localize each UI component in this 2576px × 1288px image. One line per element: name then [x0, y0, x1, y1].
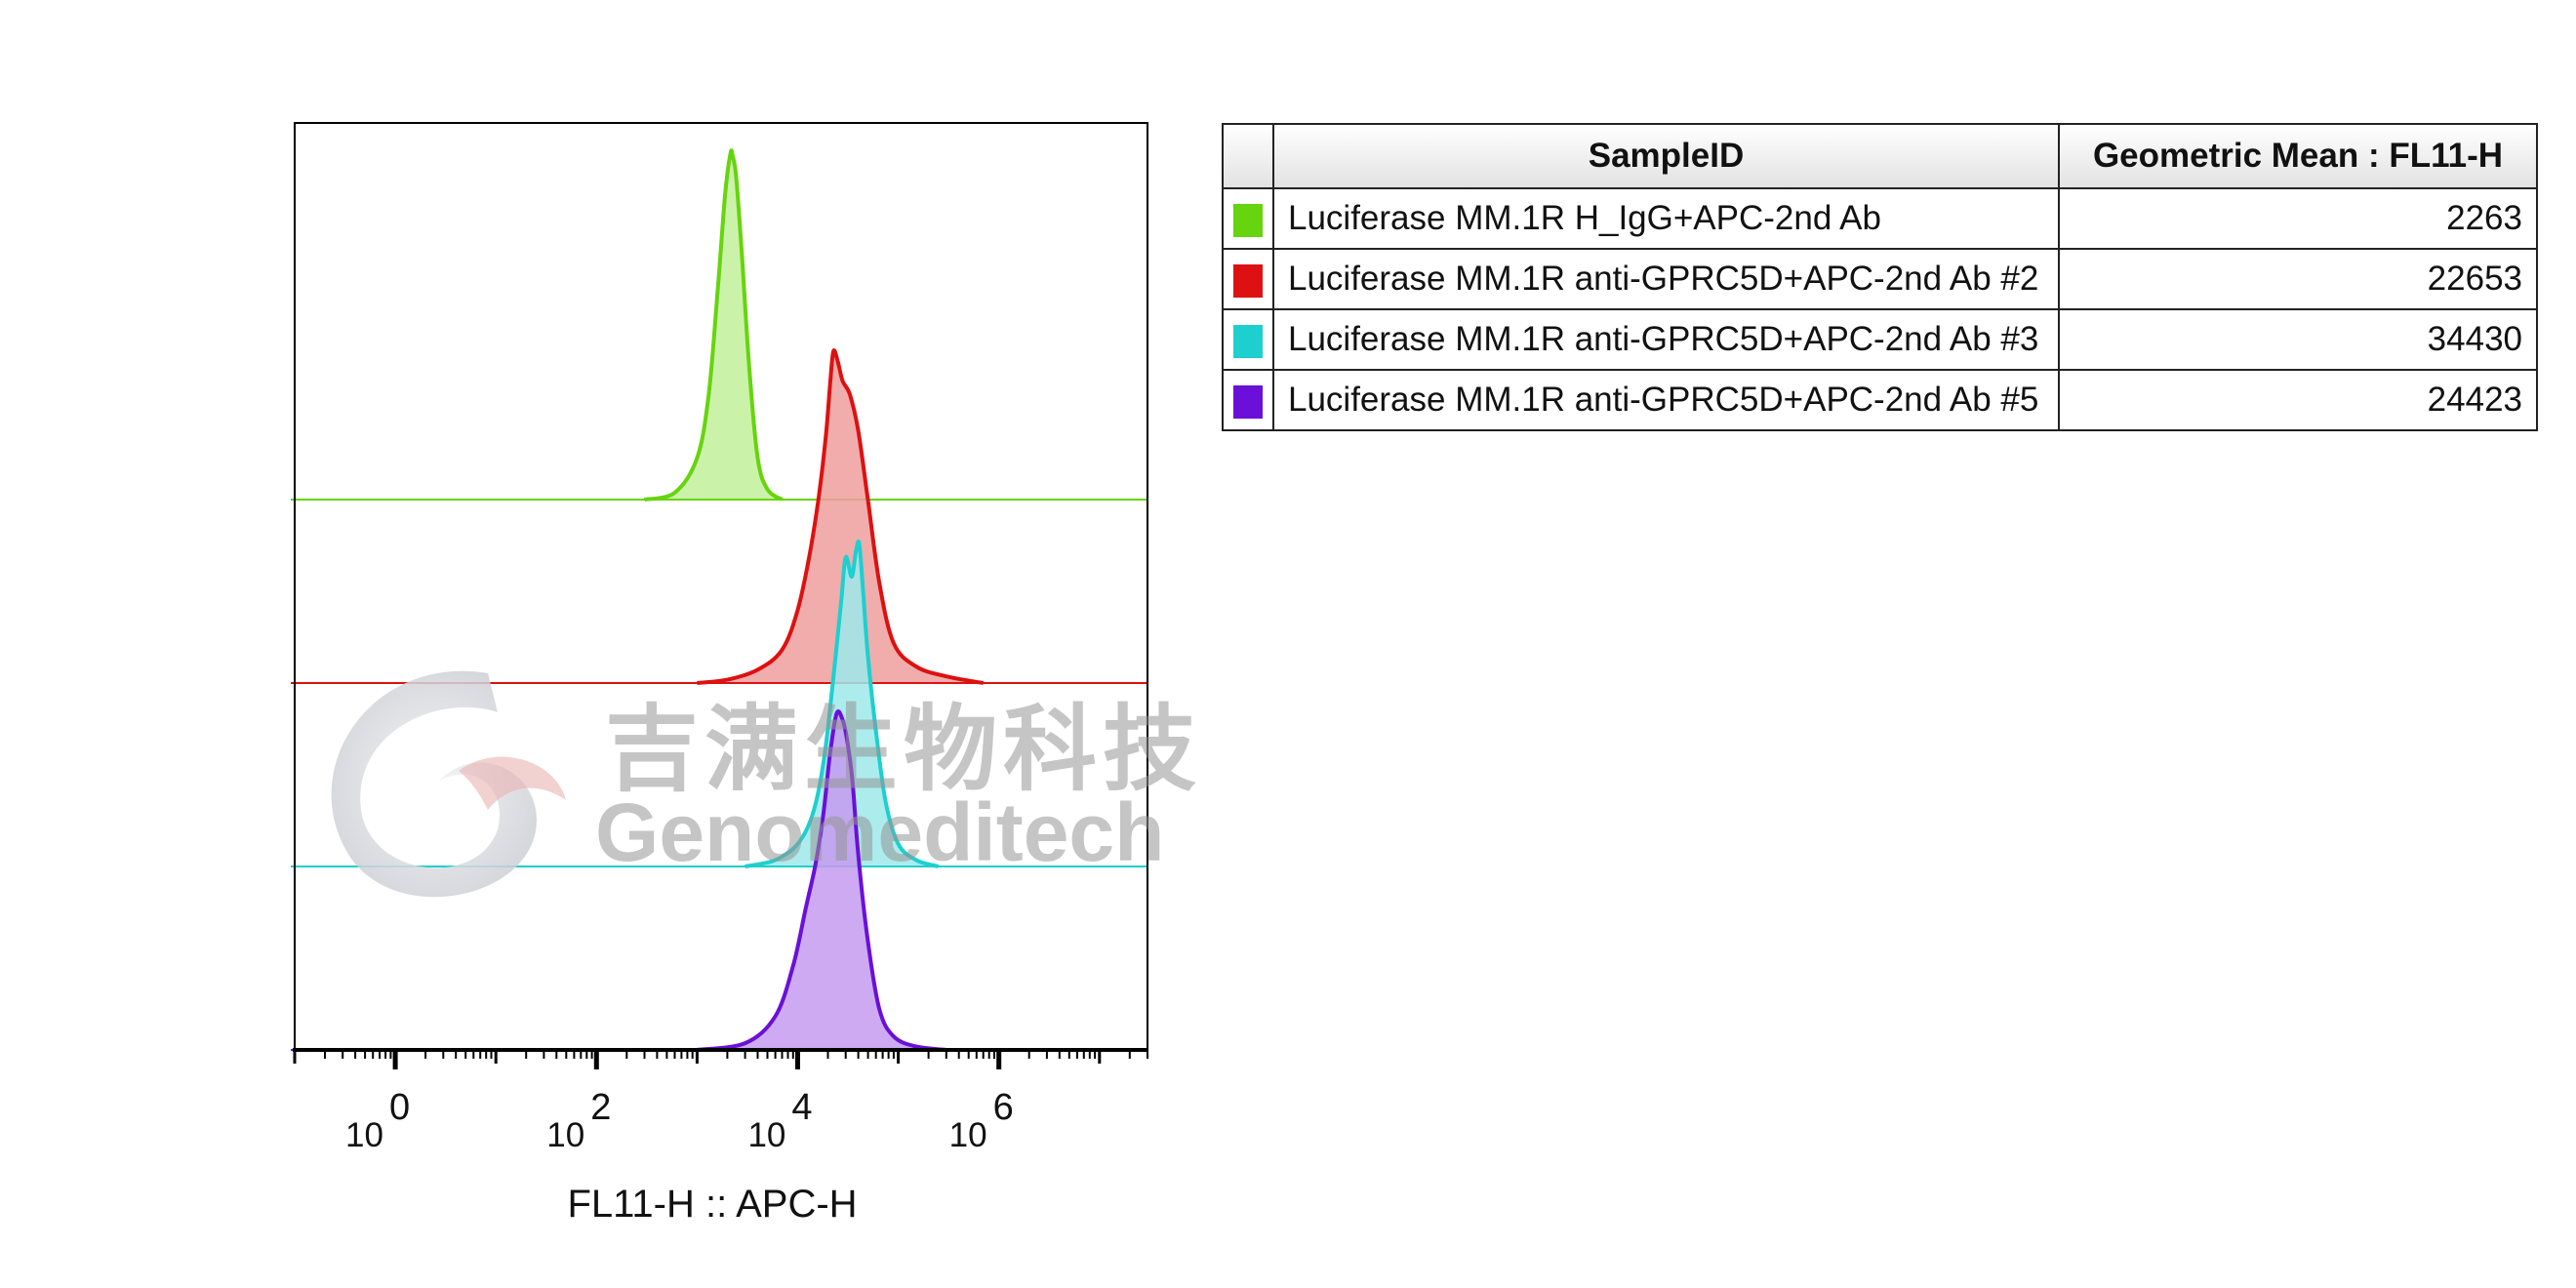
x-axis-tick-labels: 100 102 104 106 [345, 1087, 1014, 1154]
legend-swatch [1233, 263, 1263, 298]
legend-table: SampleID Geometric Mean : FL11-H Lucifer… [1222, 123, 2538, 431]
legend-sample-name: Luciferase MM.1R anti-GPRC5D+APC-2nd Ab … [1272, 308, 2060, 371]
legend-row: Luciferase MM.1R anti-GPRC5D+APC-2nd Ab … [1222, 369, 2538, 431]
legend-header-sampleid: SampleID [1272, 123, 2060, 189]
legend-swatch [1233, 324, 1263, 358]
x-axis-ticks [293, 1050, 1148, 1069]
x-tick-label: 100 [345, 1087, 410, 1154]
x-tick-label: 106 [949, 1087, 1014, 1154]
histogram-outline [697, 709, 947, 1052]
histogram-series [291, 709, 1147, 1052]
histogram-outline [697, 348, 985, 685]
histogram-fill [644, 150, 783, 500]
legend-header-geometric-mean: Geometric Mean : FL11-H [2058, 123, 2538, 189]
legend-swatch-cell [1222, 308, 1274, 371]
x-tick-label: 102 [546, 1087, 611, 1154]
legend-sample-name: Luciferase MM.1R anti-GPRC5D+APC-2nd Ab … [1272, 248, 2060, 310]
legend-swatch [1233, 203, 1263, 237]
x-axis-label: FL11-H :: APC-H [567, 1183, 858, 1226]
legend-swatch [1233, 384, 1263, 419]
legend-geometric-mean: 22653 [2058, 248, 2538, 310]
histogram-fill [697, 711, 946, 1050]
histogram-fill [697, 350, 984, 683]
series-layer [291, 148, 1147, 1052]
legend-geometric-mean: 34430 [2058, 308, 2538, 371]
legend-swatch-cell [1222, 369, 1274, 431]
legend-row: Luciferase MM.1R H_IgG+APC-2nd Ab 2263 [1222, 187, 2538, 250]
legend-header-swatch [1222, 123, 1274, 189]
legend-swatch-cell [1222, 187, 1274, 250]
histogram-outline [644, 148, 784, 502]
histogram-series [291, 540, 1147, 868]
legend-row: Luciferase MM.1R anti-GPRC5D+APC-2nd Ab … [1222, 248, 2538, 310]
histogram-series [291, 148, 1147, 502]
legend-geometric-mean: 24423 [2058, 369, 2538, 431]
histogram-fill [745, 541, 939, 866]
legend-geometric-mean: 2263 [2058, 187, 2538, 250]
legend-header-row: SampleID Geometric Mean : FL11-H [1222, 123, 2538, 189]
histogram-outline [745, 540, 940, 868]
legend-sample-name: Luciferase MM.1R anti-GPRC5D+APC-2nd Ab … [1272, 369, 2060, 431]
x-tick-label: 104 [747, 1087, 812, 1154]
legend-swatch-cell [1222, 248, 1274, 310]
legend-sample-name: Luciferase MM.1R H_IgG+APC-2nd Ab [1272, 187, 2060, 250]
legend-row: Luciferase MM.1R anti-GPRC5D+APC-2nd Ab … [1222, 308, 2538, 371]
